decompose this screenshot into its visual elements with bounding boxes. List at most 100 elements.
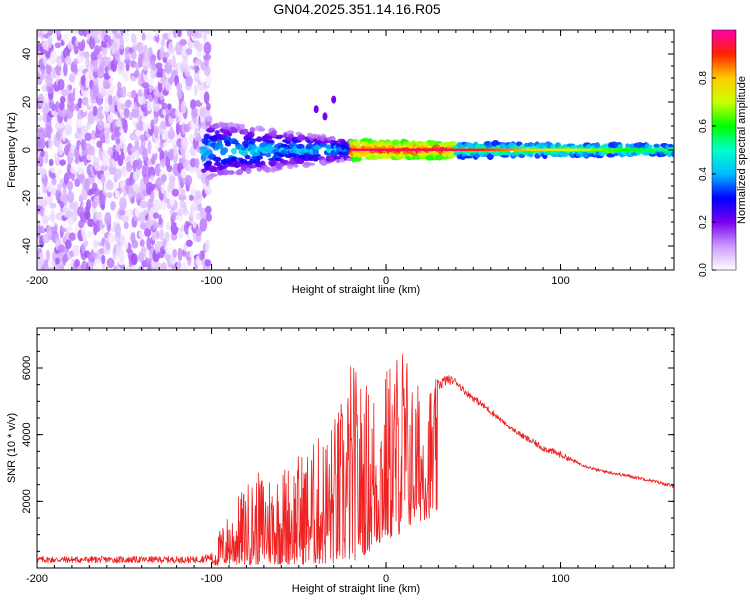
heatmap-ridge-cell [574, 148, 577, 152]
heatmap-cell [139, 200, 148, 209]
heatmap-cell [175, 214, 184, 222]
heatmap-cell [76, 117, 83, 129]
heatmap-cell [184, 147, 190, 161]
heatmap-cell [163, 141, 169, 148]
heatmap-cell [137, 42, 145, 55]
heatmap-ridge-cell [508, 148, 511, 152]
heatmap-cell [239, 123, 246, 130]
heatmap-cell [202, 30, 207, 42]
heatmap-cell [37, 185, 42, 192]
heatmap-cell [76, 161, 84, 175]
heatmap-ridge-cell [502, 148, 506, 152]
heatmap-ridge-cell [532, 148, 535, 152]
heatmap-cell [240, 147, 247, 151]
heatmap-cell [162, 201, 167, 212]
heatmap-ridge-cell [548, 148, 551, 152]
heatmap-cell [309, 162, 315, 166]
heatmap-cell [45, 140, 50, 149]
heatmap-cell [189, 249, 195, 259]
heatmap-cell [486, 154, 495, 158]
heatmap-ridge-cell [509, 148, 513, 152]
heatmap-cell [80, 138, 87, 151]
heatmap-cell [146, 100, 153, 112]
heatmap-ridge-cell [644, 148, 647, 152]
heatmap-ridge-cell [406, 148, 410, 152]
heatmap-cell [54, 165, 59, 173]
heatmap-ridge-cell [438, 148, 441, 152]
heatmap-ridge-cell [590, 148, 593, 152]
heatmap-cell [123, 221, 129, 230]
heatmap-ridge-cell [417, 148, 420, 152]
heatmap-cell [84, 178, 90, 192]
heatmap-ridge-cell [468, 148, 471, 152]
heatmap-cell [594, 142, 601, 149]
heatmap-ridge-cell [639, 148, 642, 152]
heatmap-ridge-cell [576, 148, 579, 152]
heatmap-cell [37, 115, 43, 122]
heatmap-cell [185, 239, 193, 247]
heatmap-cell [214, 142, 224, 150]
y-tick-label: -40 [21, 238, 33, 254]
heatmap-ridge-cell [626, 148, 630, 152]
heatmap-ridge-cell [476, 148, 480, 152]
heatmap-cell [115, 144, 122, 153]
heatmap-ridge-cell [497, 148, 500, 152]
heatmap-cell [135, 30, 141, 36]
heatmap-isolated-spot [322, 112, 328, 121]
heatmap-ridge-cell [490, 148, 493, 152]
heatmap-cell [92, 77, 100, 85]
heatmap-ridge-cell [434, 148, 438, 152]
colorbar: 0.0 0.2 0.4 0.6 0.8 Normalized spectral ampl… [698, 29, 748, 277]
heatmap-cell [93, 239, 99, 249]
heatmap-cell [154, 140, 162, 149]
x-tick-label: -200 [26, 275, 48, 287]
heatmap-cell [77, 97, 83, 109]
heatmap-ridge-cell [365, 148, 368, 152]
heatmap-cell [93, 246, 98, 254]
heatmap-ridge-cell [459, 148, 462, 152]
heatmap-cell [176, 208, 184, 217]
heatmap-cell [199, 69, 206, 84]
heatmap-cell [67, 33, 73, 42]
heatmap-ridge-cell [398, 148, 401, 152]
bottom-x-axis-label: Height of straight line (km) [292, 583, 420, 595]
heatmap-cell [63, 252, 69, 263]
heatmap-cell [165, 221, 172, 231]
heatmap-cell [245, 167, 252, 175]
heatmap-ridge-cell [564, 148, 567, 152]
heatmap-cell [204, 109, 211, 118]
heatmap-cell [96, 67, 105, 79]
bottom-plot-frame [36, 327, 675, 569]
heatmap-cell [199, 146, 207, 151]
heatmap-ridge-cell [419, 148, 422, 152]
heatmap-cell [667, 143, 674, 148]
heatmap-ridge-cell [647, 148, 651, 152]
heatmap-cell [57, 78, 65, 91]
heatmap-ridge-cell [354, 148, 357, 152]
heatmap-cell [138, 230, 145, 239]
heatmap-cell [58, 144, 64, 156]
heatmap-ridge-cell [604, 148, 607, 152]
heatmap-ridge-cell [516, 148, 520, 152]
heatmap-cell [338, 159, 346, 163]
heatmap-cell [106, 257, 115, 269]
heatmap-cell [205, 160, 213, 166]
heatmap-cell [156, 202, 164, 210]
heatmap-cell [101, 254, 106, 265]
heatmap-cell [74, 146, 81, 160]
heatmap-cell [204, 30, 212, 35]
heatmap-ridge-cell [630, 148, 633, 152]
colorbar-tick-label: 0.0 [698, 263, 709, 277]
heatmap-cell [220, 169, 230, 176]
heatmap-cell [74, 259, 80, 268]
heatmap-cell [68, 84, 73, 91]
heatmap-cell [156, 42, 161, 49]
heatmap-ridge-cell [391, 148, 394, 152]
heatmap-cell [653, 144, 659, 148]
heatmap-ridge-cell [625, 148, 628, 152]
heatmap-cell [62, 186, 67, 200]
heatmap-cell [168, 174, 176, 184]
heatmap-cell [167, 59, 173, 66]
heatmap-ridge-cell [642, 148, 645, 152]
